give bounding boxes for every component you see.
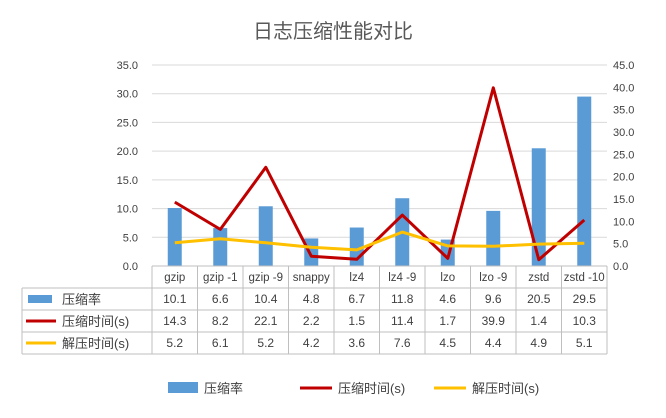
- bar: [486, 210, 501, 266]
- x-tick-label: zstd -10: [564, 272, 605, 284]
- x-tick-label: gzip -9: [248, 272, 283, 284]
- table-cell-value: 4.2: [303, 336, 320, 350]
- y-right-tick-label: 10.0: [613, 216, 634, 228]
- y-left-tick-label: 25.0: [117, 117, 138, 129]
- x-tick-label: gzip -1: [203, 272, 238, 284]
- y-right-tick-label: 15.0: [613, 194, 634, 206]
- table-cell-value: 5.2: [257, 336, 274, 350]
- y-right-tick-label: 45.0: [613, 60, 634, 72]
- bar: [531, 148, 546, 266]
- y-left-tick-label: 20.0: [117, 146, 138, 158]
- table-cell-value: 4.8: [303, 292, 320, 306]
- table-cell-value: 4.5: [439, 336, 456, 350]
- bar: [213, 228, 228, 266]
- table-cell-value: 1.4: [530, 314, 547, 328]
- table-cell-value: 6.6: [212, 292, 229, 306]
- y-left-tick-label: 5.0: [123, 232, 138, 244]
- y-right-tick-label: 25.0: [613, 149, 634, 161]
- y-right-tick-label: 35.0: [613, 105, 634, 117]
- table-cell-value: 1.7: [439, 314, 456, 328]
- table-cell-value: 11.4: [391, 314, 414, 328]
- x-tick-label: snappy: [293, 272, 330, 284]
- x-tick-label: zstd: [528, 272, 549, 284]
- table-cell-value: 6.1: [212, 336, 229, 350]
- table-cell-value: 4.9: [530, 336, 547, 350]
- table-series-name: 解压时间(s): [62, 336, 129, 351]
- table-cell-value: 10.1: [163, 292, 187, 306]
- bar: [258, 206, 273, 266]
- series-line: [174, 230, 585, 252]
- y-right-tick-label: 5.0: [613, 239, 628, 251]
- table-legend-key: [28, 295, 52, 303]
- table-cell-value: 1.5: [348, 314, 365, 328]
- y-left-tick-label: 15.0: [117, 175, 138, 187]
- table-series-name: 压缩时间(s): [62, 314, 129, 329]
- table-cell-value: 11.8: [391, 292, 414, 306]
- table-cell-value: 4.6: [439, 292, 456, 306]
- series-line: [174, 86, 586, 262]
- y-left-tick-label: 10.0: [117, 204, 138, 216]
- table-cell-value: 5.2: [166, 336, 183, 350]
- table-cell-value: 10.4: [254, 292, 278, 306]
- table-series-name: 压缩率: [62, 292, 101, 307]
- bar: [577, 96, 592, 266]
- x-tick-label: gzip: [164, 272, 185, 284]
- table-cell-value: 20.5: [527, 292, 551, 306]
- table-cell-value: 7.6: [394, 336, 411, 350]
- y-right-tick-label: 30.0: [613, 127, 634, 139]
- legend-label: 压缩时间(s): [338, 381, 405, 396]
- table-cell-value: 9.6: [485, 292, 502, 306]
- y-left-tick-label: 35.0: [117, 60, 138, 72]
- y-right-tick-label: 0.0: [613, 261, 628, 273]
- x-tick-label: lzo -9: [479, 272, 507, 284]
- legend-label: 解压时间(s): [472, 381, 539, 396]
- table-cell-value: 29.5: [573, 292, 597, 306]
- table-cell-value: 22.1: [254, 314, 278, 328]
- x-tick-label: lz4: [349, 272, 364, 284]
- x-tick-label: lz4 -9: [388, 272, 416, 284]
- y-left-tick-label: 0.0: [123, 261, 138, 273]
- y-left-tick-label: 30.0: [117, 89, 138, 101]
- table-cell-value: 2.2: [303, 314, 320, 328]
- chart-title: 日志压缩性能对比: [253, 20, 413, 43]
- table-cell-value: 4.4: [485, 336, 502, 350]
- table-cell-value: 6.7: [348, 292, 365, 306]
- bar: [167, 207, 182, 266]
- table-cell-value: 3.6: [348, 336, 365, 350]
- table-cell-value: 14.3: [163, 314, 187, 328]
- table-cell-value: 39.9: [482, 314, 506, 328]
- table-cell-value: 8.2: [212, 314, 229, 328]
- legend-label: 压缩率: [204, 381, 243, 396]
- bar: [304, 238, 319, 266]
- x-tick-label: lzo: [440, 272, 455, 284]
- table-cell-value: 5.1: [576, 336, 593, 350]
- legend-key: [168, 382, 198, 393]
- table-cell-value: 10.3: [573, 314, 597, 328]
- y-right-tick-label: 40.0: [613, 82, 634, 94]
- y-right-tick-label: 20.0: [613, 172, 634, 184]
